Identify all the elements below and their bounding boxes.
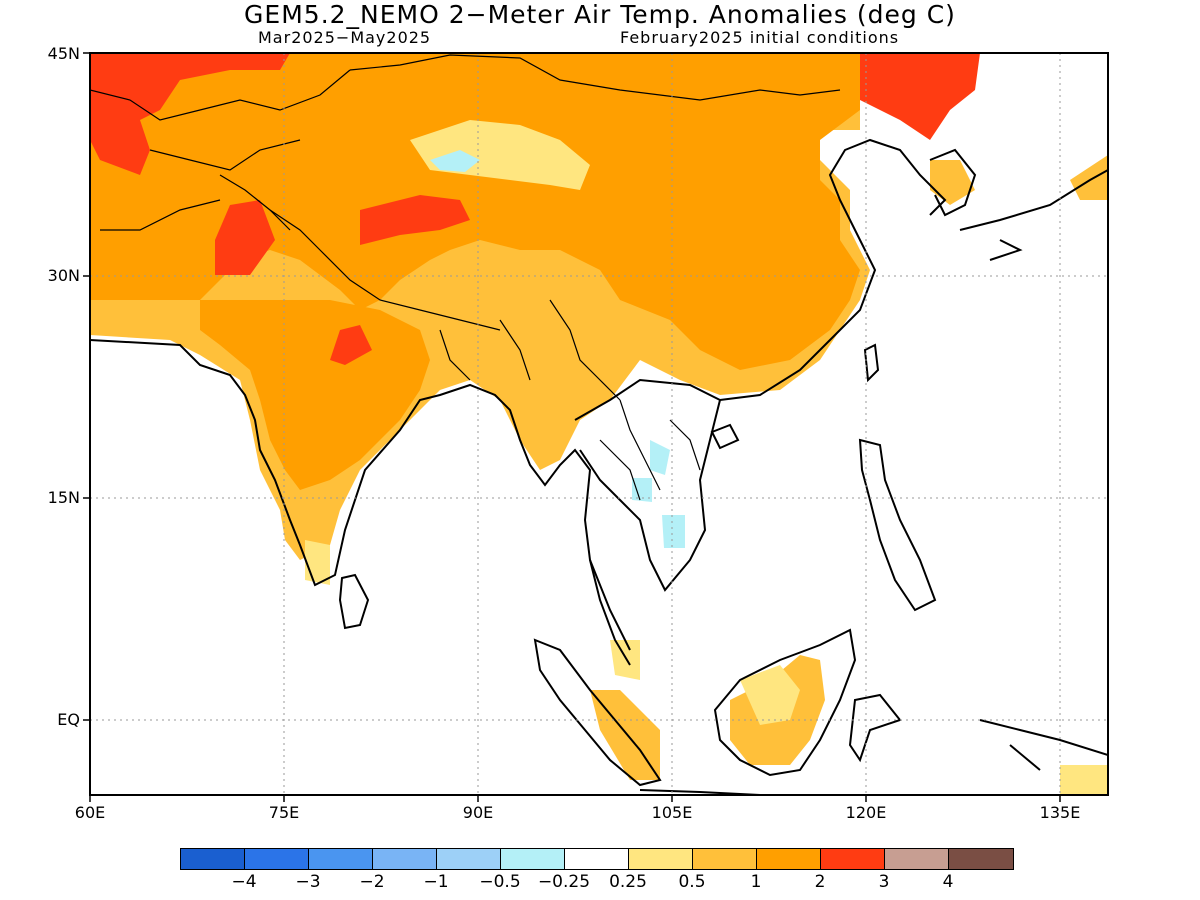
colorbar-label: −3: [295, 872, 321, 892]
colorbar-swatch: [181, 849, 245, 869]
grid-lines: [90, 53, 1108, 795]
lat-label-eq: EQ: [57, 710, 80, 729]
anomaly-region-1-2-india: [200, 300, 430, 490]
coastline-indochina: [574, 378, 722, 592]
colorbar-label: −1: [423, 872, 449, 892]
colorbar-swatch: [245, 849, 309, 869]
colorbar-label: 0.25: [609, 872, 647, 892]
anomaly-region-japan: [1070, 155, 1108, 200]
colorbar-swatch: [565, 849, 629, 869]
colorbar-swatch: [949, 849, 1013, 869]
colorbar-label: 2: [814, 872, 826, 892]
colorbar: [180, 848, 1014, 870]
colorbar-label: 0.5: [678, 872, 706, 892]
map-title: GEM5.2_NEMO 2−Meter Air Temp. Anomalies …: [244, 0, 956, 29]
border-mongolia: [349, 54, 841, 101]
colorbar-swatch: [309, 849, 373, 869]
colorbar-swatch: [757, 849, 821, 869]
coastline-sulawesi: [848, 693, 902, 763]
lat-label-45n: 45N: [47, 44, 80, 63]
colorbar-swatch: [821, 849, 885, 869]
coastline-hainan: [710, 423, 740, 450]
anomaly-region-2-3-manchuria: [860, 53, 980, 140]
colorbar-swatch: [437, 849, 501, 869]
borders-south-asia: [269, 209, 621, 401]
lon-label-90e: 90E: [462, 803, 494, 822]
colorbar-label: 3: [878, 872, 890, 892]
anomaly-region-0p25-0p5-tibet: [410, 120, 590, 190]
colorbar-swatch: [693, 849, 757, 869]
map-frame: [89, 52, 1109, 796]
anomaly-region-korea: [930, 160, 975, 205]
lon-label-75e: 75E: [268, 803, 300, 822]
lat-label-15n: 15N: [47, 488, 80, 507]
lon-label-135e: 135E: [1039, 803, 1081, 822]
anomaly-region-2-3-pakistan: [215, 200, 275, 275]
anomaly-region-1-2: [90, 53, 860, 370]
colorbar-label: −2: [359, 872, 385, 892]
anomaly-region-negative-laos: [650, 440, 670, 475]
lon-label-60e: 60E: [74, 803, 106, 822]
borders-indochina: [599, 399, 701, 501]
season-label: Mar2025−May2025: [258, 28, 432, 47]
coastline-newguinea: [979, 719, 1108, 771]
anomaly-region-0p25-0p5-sumatra: [610, 640, 640, 680]
anomaly-region-borneo-light: [740, 665, 800, 725]
coastline-india: [90, 339, 631, 651]
coastline-china: [719, 138, 947, 401]
coastline-borneo: [713, 628, 857, 777]
anomaly-region-0p25-0p5-srilanka: [305, 540, 330, 585]
initial-conditions-label: February2025 initial conditions: [620, 28, 900, 47]
lon-label-105e: 105E: [651, 803, 693, 822]
lat-label-30n: 30N: [47, 266, 80, 285]
anomaly-region-2-3-tibet: [360, 195, 470, 245]
borders-central-asia: [90, 69, 351, 231]
colorbar-label: −0.25: [537, 872, 591, 892]
colorbar-label: 1: [750, 872, 762, 892]
anomaly-region-negative-cambodia: [662, 515, 685, 548]
coastline-malaya: [589, 559, 631, 666]
coastline-philippines: [858, 438, 937, 612]
coastline-sumatra: [533, 638, 662, 787]
anomaly-region-negative-mongolia: [430, 150, 480, 172]
colorbar-label: −0.5: [479, 872, 521, 892]
anomaly-region-2-3-india: [330, 325, 372, 365]
coastline-japan: [959, 169, 1108, 261]
colorbar-swatch: [885, 849, 949, 869]
coastline-taiwan: [863, 343, 880, 383]
anomaly-region-southeast-corner: [1060, 765, 1108, 795]
colorbar-label: 4: [942, 872, 954, 892]
colorbar-swatch: [501, 849, 565, 869]
anomaly-region-2-3-northwest: [90, 53, 290, 175]
colorbar-swatch: [629, 849, 693, 869]
coastline-korea: [929, 148, 977, 217]
colorbar-label: −4: [231, 872, 257, 892]
colorbar-swatch: [373, 849, 437, 869]
lon-label-120e: 120E: [845, 803, 887, 822]
anomaly-region-negative-thailand: [632, 478, 652, 502]
coastline-srilanka: [338, 573, 370, 630]
